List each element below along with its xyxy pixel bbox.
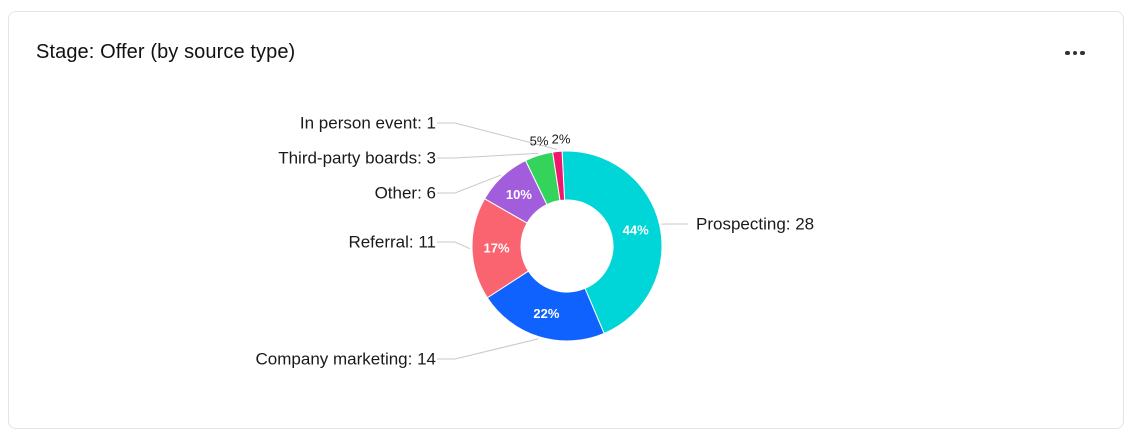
slice-percent-third-party-boards: 5% bbox=[530, 134, 549, 149]
leader-line-in-person-event bbox=[437, 122, 558, 150]
slice-label-in-person-event: In person event: 1 bbox=[300, 114, 436, 133]
slice-prospecting[interactable] bbox=[561, 150, 663, 335]
slice-in-person-event[interactable] bbox=[552, 150, 566, 202]
slice-percent-in-person-event: 2% bbox=[552, 132, 571, 147]
slice-label-referral: Referral: 11 bbox=[348, 233, 436, 252]
chart-card: Stage: Offer (by source type) bbox=[8, 11, 1124, 429]
slice-percent-referral: 17% bbox=[484, 240, 510, 255]
slice-label-third-party-boards: Third-party boards: 3 bbox=[278, 149, 436, 168]
card-title: Stage: Offer (by source type) bbox=[36, 41, 296, 63]
leader-line-other bbox=[437, 174, 502, 194]
slice-company-marketing[interactable] bbox=[486, 270, 605, 342]
slice-label-other: Other: 6 bbox=[375, 184, 436, 203]
slice-percent-other: 10% bbox=[506, 187, 532, 202]
leader-line-third-party-boards bbox=[437, 152, 539, 159]
more-options-icon[interactable] bbox=[1060, 44, 1090, 62]
leader-line-company-marketing bbox=[437, 338, 539, 360]
slice-percent-company-marketing: 22% bbox=[533, 306, 559, 321]
slice-label-prospecting: Prospecting: 28 bbox=[696, 215, 814, 234]
slice-percent-prospecting: 44% bbox=[623, 223, 649, 238]
slice-label-company-marketing: Company marketing: 14 bbox=[256, 350, 436, 369]
leader-line-referral bbox=[437, 241, 471, 250]
